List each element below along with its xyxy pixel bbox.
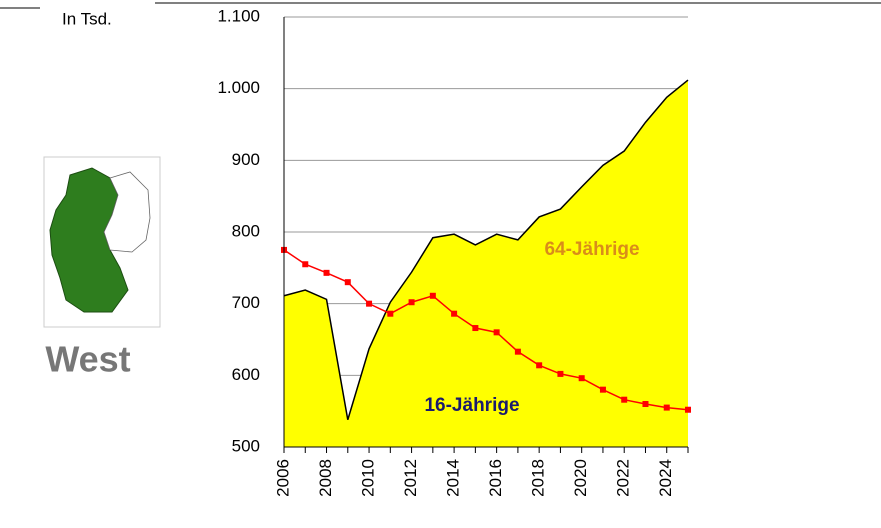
y-tick-label: 600 [232,365,260,384]
point [557,370,564,377]
point [536,362,543,369]
point [429,292,436,299]
area-line [283,79,689,420]
x-tick-label: 2024 [656,459,675,497]
x-tick-label: 2014 [444,459,463,497]
x-tick-label: 2022 [614,459,633,497]
region-label: West [45,339,130,380]
point [323,269,330,276]
series-label: 64-Jährige [544,239,639,260]
x-tick-label: 2016 [486,459,505,497]
y-tick-label: 500 [232,436,260,455]
y-tick-label: 900 [232,150,260,169]
area [284,80,688,448]
point [344,279,351,286]
point [514,348,521,355]
y-tick-label: 800 [232,221,260,240]
point [578,375,585,382]
point [685,406,691,413]
point [599,386,606,393]
point [302,261,309,268]
point [642,401,649,407]
y-tick-label: 1.100 [217,6,260,25]
x-tick-label: 2006 [273,459,292,497]
x-tick-label: 2020 [571,459,590,497]
point [493,329,500,336]
x-tick-label: 2010 [359,459,378,497]
line [283,249,689,411]
point [408,299,415,306]
x-tick-label: 2012 [401,459,420,497]
point [621,396,628,403]
map-icon [43,156,161,328]
point [451,310,458,317]
series-label: 16-Jährige [424,395,519,416]
unit-label: In Tsd. [62,9,112,28]
point [663,404,670,411]
x-tick-label: 2018 [529,459,548,497]
y-tick-label: 700 [232,293,260,312]
point [472,325,479,332]
point [366,300,373,307]
y-tick-label: 1.000 [217,78,260,97]
x-tick-label: 2008 [316,459,335,497]
point [387,310,394,317]
